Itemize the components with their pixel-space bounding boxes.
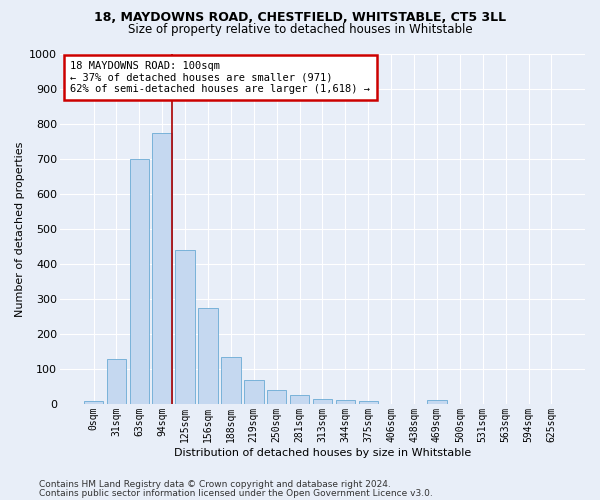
Bar — [313, 398, 332, 404]
Text: 18, MAYDOWNS ROAD, CHESTFIELD, WHITSTABLE, CT5 3LL: 18, MAYDOWNS ROAD, CHESTFIELD, WHITSTABL… — [94, 11, 506, 24]
Bar — [359, 401, 378, 404]
Text: Size of property relative to detached houses in Whitstable: Size of property relative to detached ho… — [128, 24, 472, 36]
Text: Contains HM Land Registry data © Crown copyright and database right 2024.: Contains HM Land Registry data © Crown c… — [39, 480, 391, 489]
Bar — [290, 395, 310, 404]
Bar — [130, 159, 149, 404]
Bar — [84, 401, 103, 404]
Bar — [198, 308, 218, 404]
Bar — [107, 359, 126, 404]
Text: Contains public sector information licensed under the Open Government Licence v3: Contains public sector information licen… — [39, 488, 433, 498]
Bar — [152, 132, 172, 404]
Bar — [335, 400, 355, 404]
X-axis label: Distribution of detached houses by size in Whitstable: Distribution of detached houses by size … — [174, 448, 471, 458]
Bar — [427, 400, 446, 404]
Bar — [267, 390, 286, 404]
Bar — [221, 358, 241, 404]
Y-axis label: Number of detached properties: Number of detached properties — [15, 142, 25, 316]
Bar — [244, 380, 263, 404]
Text: 18 MAYDOWNS ROAD: 100sqm
← 37% of detached houses are smaller (971)
62% of semi-: 18 MAYDOWNS ROAD: 100sqm ← 37% of detach… — [70, 61, 370, 94]
Bar — [175, 250, 195, 404]
